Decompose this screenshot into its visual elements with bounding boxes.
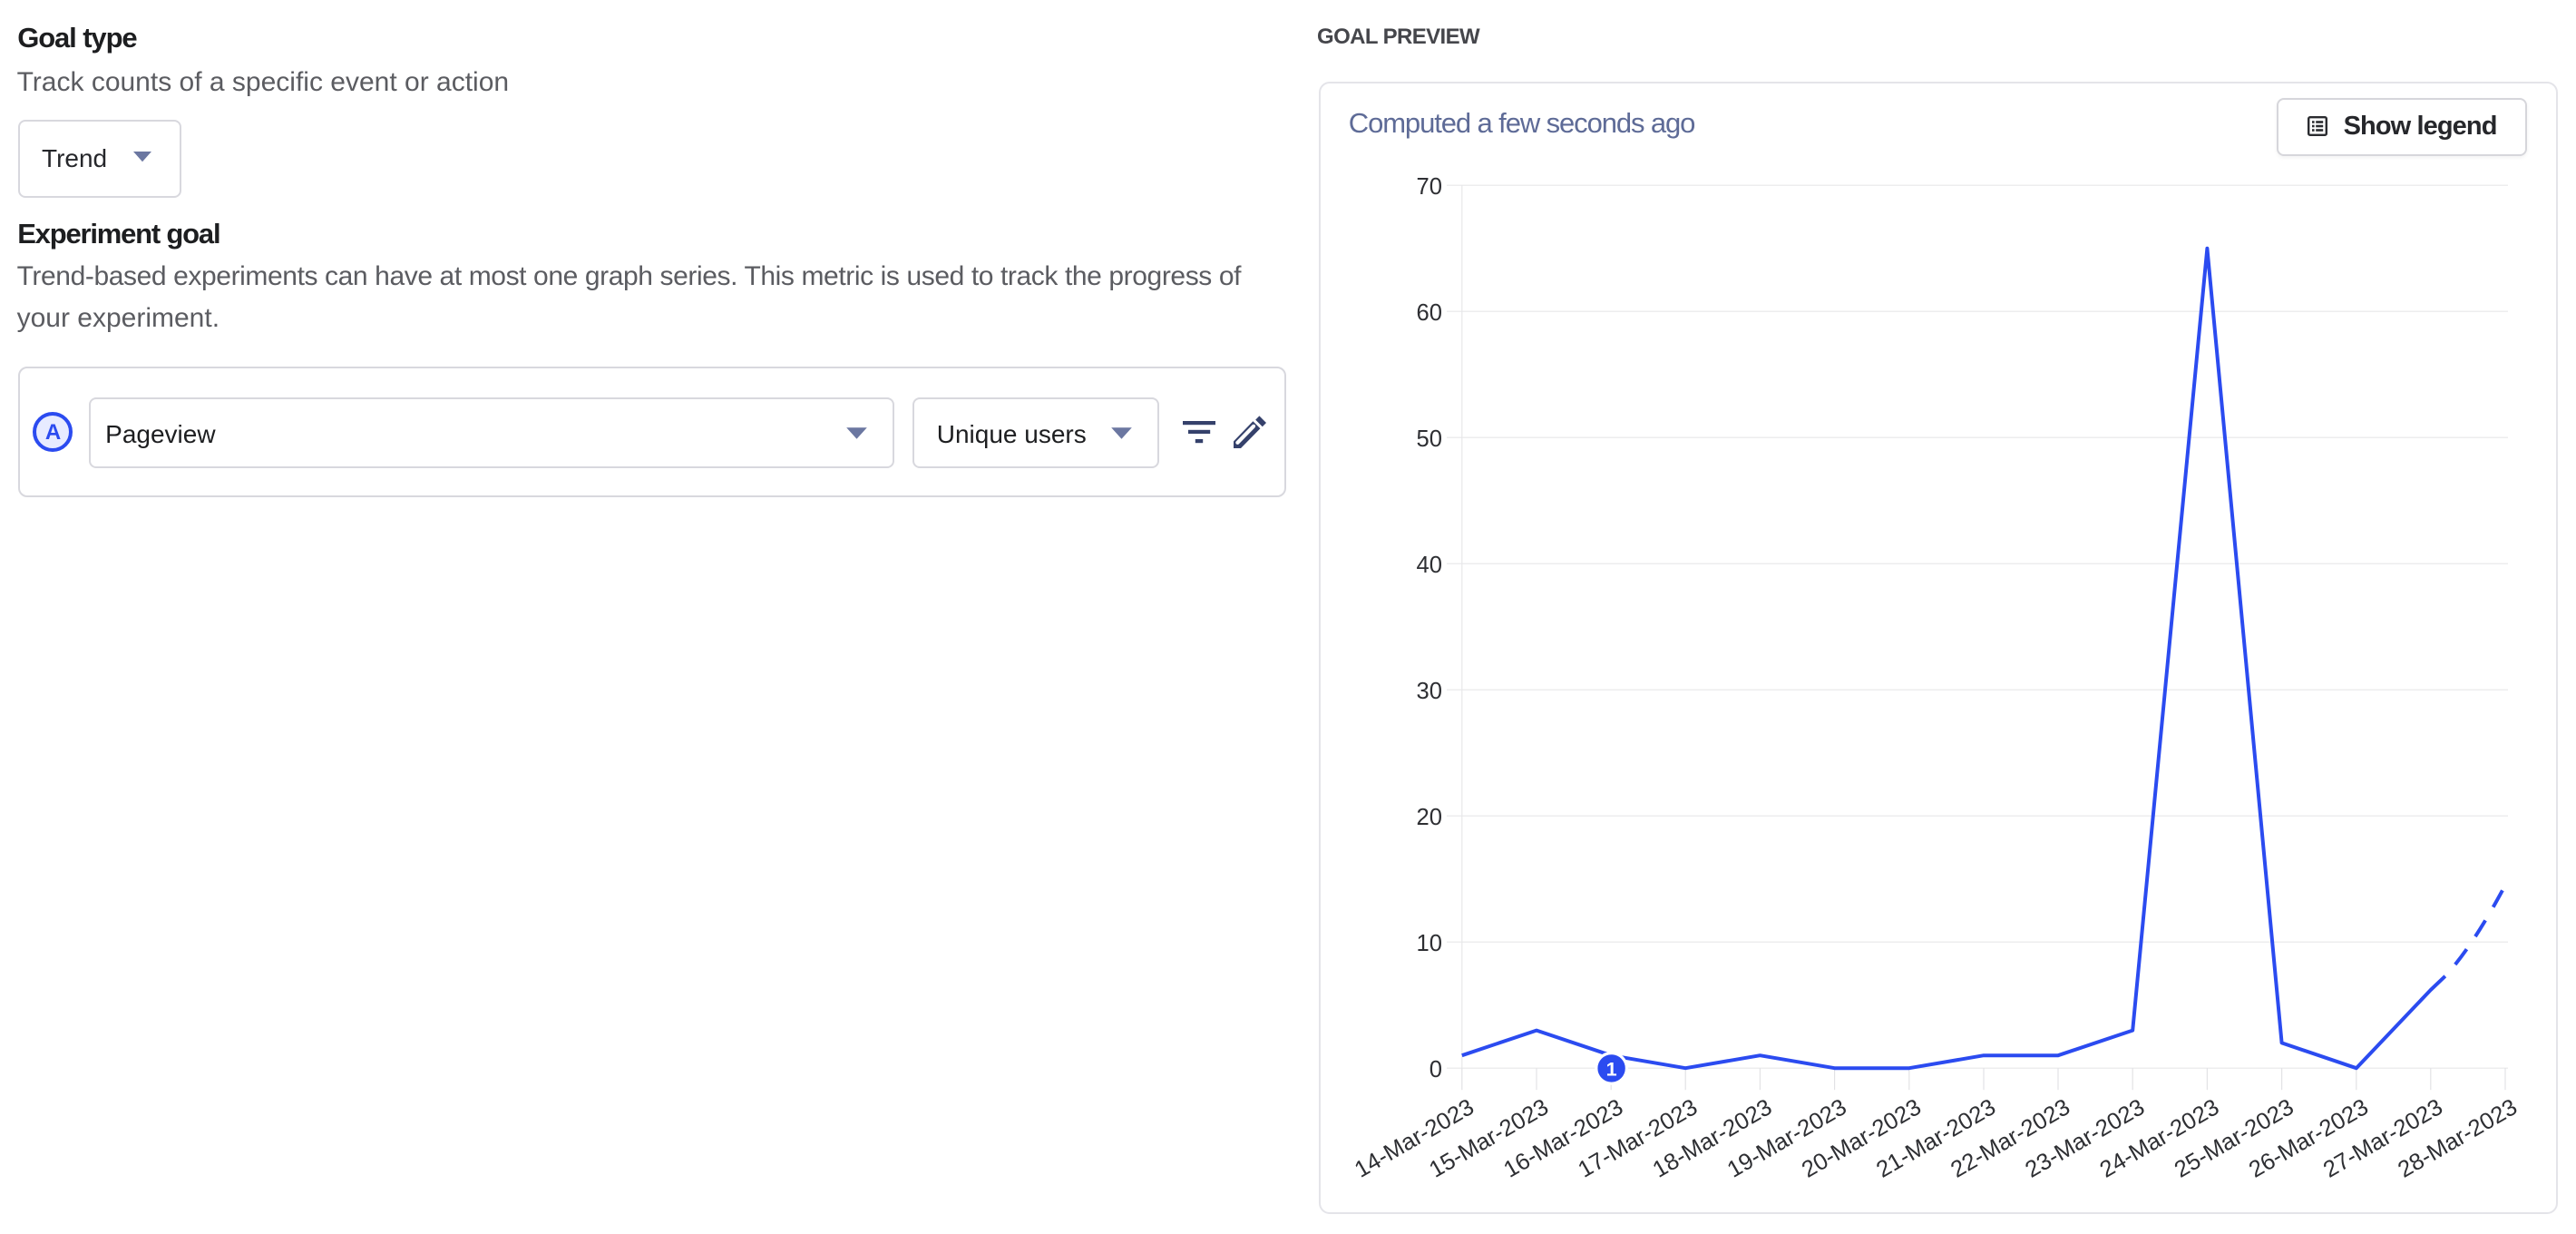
svg-text:0: 0 xyxy=(1429,1057,1442,1082)
svg-text:10: 10 xyxy=(1417,931,1442,956)
svg-text:70: 70 xyxy=(1417,174,1442,200)
svg-text:30: 30 xyxy=(1417,679,1442,704)
svg-text:20: 20 xyxy=(1417,805,1442,830)
svg-text:40: 40 xyxy=(1417,553,1442,578)
svg-text:50: 50 xyxy=(1417,426,1442,452)
svg-text:60: 60 xyxy=(1417,300,1442,326)
svg-text:1: 1 xyxy=(1606,1057,1617,1080)
